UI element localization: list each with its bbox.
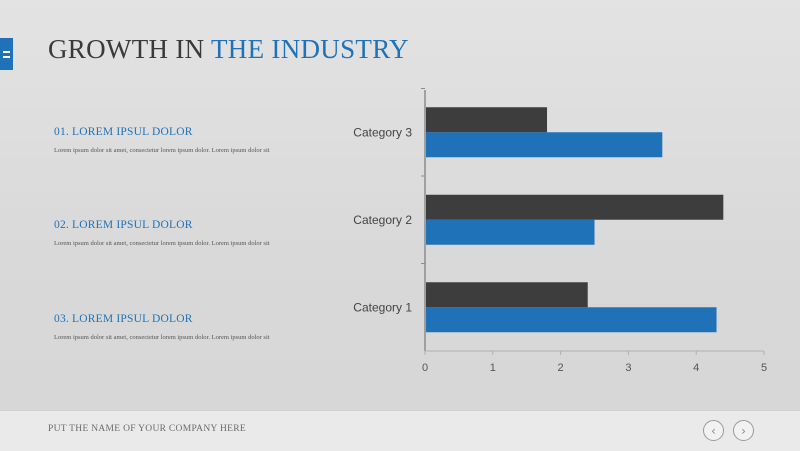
bar bbox=[426, 132, 663, 158]
bar bbox=[426, 194, 724, 220]
title-main: GROWTH IN bbox=[48, 34, 205, 64]
footer: PUT THE NAME OF YOUR COMPANY HERE ‹ › bbox=[0, 410, 800, 451]
x-tick-label: 3 bbox=[625, 362, 631, 374]
point-1: 01. LOREM IPSUL DOLOR Lorem ipsum dolor … bbox=[54, 126, 284, 159]
bar bbox=[426, 219, 595, 245]
chevron-left-icon[interactable]: ‹ bbox=[703, 420, 724, 441]
point-heading: 02. LOREM IPSUL DOLOR bbox=[54, 219, 193, 231]
bar bbox=[426, 282, 588, 308]
point-body: Lorem ipsum dolor sit amet, consectetur … bbox=[54, 334, 270, 341]
menu-bar bbox=[3, 50, 10, 53]
point-2: 02. LOREM IPSUL DOLOR Lorem ipsum dolor … bbox=[54, 219, 284, 252]
menu-icon[interactable] bbox=[0, 38, 13, 70]
category-label: Category 3 bbox=[353, 125, 412, 139]
point-heading: 01. LOREM IPSUL DOLOR bbox=[54, 126, 193, 138]
menu-bar bbox=[3, 55, 10, 58]
x-tick-label: 1 bbox=[490, 362, 496, 374]
point-3: 03. LOREM IPSUL DOLOR Lorem ipsum dolor … bbox=[54, 313, 284, 346]
title-accent: THE INDUSTRY bbox=[210, 34, 409, 64]
bar-chart: 0 1 2 3 4 5 Category 1 Category 2 Category 3 bbox=[353, 88, 767, 374]
company-name: PUT THE NAME OF YOUR COMPANY HERE bbox=[48, 424, 246, 434]
bar bbox=[426, 307, 717, 333]
category-label: Category 1 bbox=[353, 300, 412, 314]
page-title: GROWTH IN THE INDUSTRY bbox=[48, 34, 409, 65]
x-tick-label: 5 bbox=[761, 362, 767, 374]
point-body: Lorem ipsum dolor sit amet, consectetur … bbox=[54, 147, 270, 154]
chevron-right-icon[interactable]: › bbox=[733, 420, 754, 441]
point-body: Lorem ipsum dolor sit amet, consectetur … bbox=[54, 240, 270, 247]
x-tick-label: 2 bbox=[558, 362, 564, 374]
bar bbox=[426, 107, 548, 133]
category-label: Category 2 bbox=[353, 213, 412, 227]
point-heading: 03. LOREM IPSUL DOLOR bbox=[54, 313, 193, 325]
x-tick-label: 4 bbox=[693, 362, 699, 374]
x-tick-label: 0 bbox=[422, 362, 428, 374]
